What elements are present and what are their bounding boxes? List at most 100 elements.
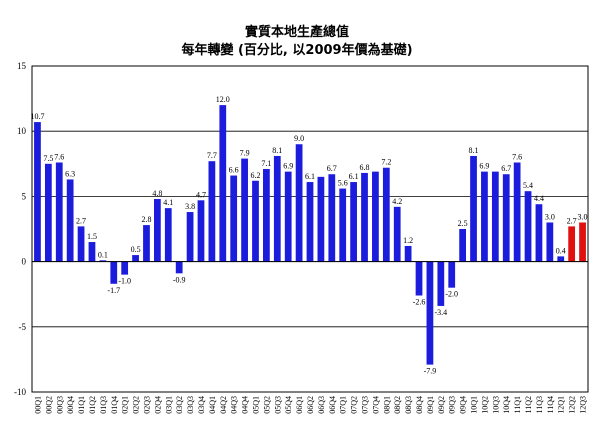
data-label-08Q4: -2.6 <box>413 298 426 307</box>
bar-04Q1 <box>208 161 216 262</box>
bar-02Q2 <box>132 255 139 262</box>
data-label-05Q2: 7.1 <box>261 159 271 168</box>
bar-04Q2 <box>219 105 227 262</box>
bar-02Q3 <box>143 225 150 262</box>
bar-07Q3 <box>361 172 368 262</box>
data-label-00Q4: 6.3 <box>65 169 75 178</box>
data-label-05Q1: 6.2 <box>250 171 260 180</box>
data-label-09Q4: 2.5 <box>458 219 468 228</box>
bar-02Q4 <box>153 199 161 262</box>
bar-09Q4 <box>459 229 467 262</box>
bar-03Q4 <box>197 200 205 262</box>
bar-04Q4 <box>241 158 248 262</box>
data-label-08Q2: 4.2 <box>392 197 402 206</box>
y-tick-label: 15 <box>17 61 27 71</box>
data-label-01Q2: 1.5 <box>87 232 97 241</box>
x-category-label: 00Q2 <box>44 396 53 414</box>
x-category-label: 00Q4 <box>66 396 75 414</box>
bar-01Q4 <box>110 261 118 284</box>
bar-10Q1 <box>470 155 477 262</box>
data-label-06Q2: 6.1 <box>305 172 315 181</box>
bar-11Q3 <box>535 204 543 262</box>
x-category-label: 08Q1 <box>382 396 391 414</box>
x-category-label: 07Q3 <box>361 396 370 414</box>
bar-09Q2 <box>437 261 445 306</box>
x-category-label: 05Q4 <box>284 396 293 414</box>
x-category-label: 10Q1 <box>470 396 479 414</box>
x-category-label: 03Q1 <box>164 396 173 414</box>
data-label-07Q2: 6.1 <box>349 172 359 181</box>
bar-11Q2 <box>524 191 532 262</box>
x-category-label: 02Q2 <box>132 396 141 414</box>
y-tick-label: 10 <box>17 126 27 136</box>
data-label-05Q3: 8.1 <box>272 146 282 155</box>
bar-08Q3 <box>404 245 412 262</box>
data-label-09Q1: -7.9 <box>424 367 437 376</box>
x-category-label: 06Q4 <box>328 396 337 414</box>
x-category-label: 08Q2 <box>393 396 402 414</box>
bar-02Q1 <box>121 261 129 275</box>
bar-07Q4 <box>372 171 379 262</box>
x-category-label: 08Q4 <box>415 396 424 414</box>
data-label-04Q1: 7.7 <box>207 151 217 160</box>
bar-06Q3 <box>317 176 325 262</box>
bar-08Q2 <box>393 206 401 262</box>
bar-05Q3 <box>273 155 281 262</box>
bar-04Q3 <box>230 175 238 262</box>
x-category-label: 05Q3 <box>273 396 282 414</box>
data-label-04Q2: 12.0 <box>216 95 230 104</box>
x-category-label: 06Q2 <box>306 396 315 414</box>
data-label-10Q1: 8.1 <box>469 146 479 155</box>
y-tick-label: -5 <box>19 322 27 332</box>
data-label-11Q3: 4.4 <box>534 194 544 203</box>
bar-12Q3 <box>579 222 586 262</box>
data-label-03Q1: 4.1 <box>163 198 173 207</box>
data-label-00Q1: 10.7 <box>30 112 44 121</box>
x-category-label: 07Q1 <box>339 396 348 414</box>
x-category-label: 03Q4 <box>197 396 206 414</box>
x-category-label: 01Q2 <box>88 396 97 414</box>
data-label-06Q1: 9.0 <box>294 134 304 143</box>
bar-05Q4 <box>284 171 292 262</box>
bar-00Q4 <box>66 179 74 262</box>
data-label-12Q3: 3.0 <box>578 212 588 221</box>
bar-08Q1 <box>382 167 390 262</box>
x-category-label: 01Q4 <box>110 396 119 414</box>
data-label-08Q1: 7.2 <box>381 158 391 167</box>
data-label-08Q3: 1.2 <box>403 236 413 245</box>
bar-06Q1 <box>295 144 303 262</box>
x-category-label: 00Q3 <box>55 396 64 414</box>
x-axis-categories: 00Q1 00Q2 00Q3 00Q4 01Q1 01Q2 01Q3 01Q4 02Q1 02Q2… <box>33 396 587 414</box>
chart-title: 實質本地生產總值 <box>245 24 349 40</box>
bar-08Q4 <box>415 261 423 296</box>
data-label-05Q4: 6.9 <box>283 162 293 171</box>
data-label-04Q4: 7.9 <box>240 149 250 158</box>
bar-03Q1 <box>164 208 172 262</box>
x-category-label: 09Q4 <box>459 396 468 414</box>
bar-07Q2 <box>350 182 357 262</box>
x-category-label: 09Q3 <box>448 396 457 414</box>
bars <box>34 105 586 365</box>
x-category-label: 04Q2 <box>219 396 228 414</box>
bar-00Q2 <box>44 163 52 262</box>
y-tick-label: -10 <box>14 387 26 397</box>
x-category-label: 06Q3 <box>317 396 326 414</box>
x-category-label: 10Q3 <box>491 396 500 414</box>
x-category-label: 06Q1 <box>295 396 304 414</box>
data-label-04Q3: 6.6 <box>229 166 239 175</box>
data-label-07Q1: 5.6 <box>338 179 348 188</box>
bar-05Q2 <box>263 169 270 262</box>
data-label-07Q3: 6.8 <box>360 163 370 172</box>
bar-10Q3 <box>491 171 499 262</box>
x-category-label: 05Q1 <box>251 396 260 414</box>
x-category-label: 10Q2 <box>480 396 489 414</box>
x-category-label: 11Q1 <box>513 396 522 413</box>
x-category-label: 09Q2 <box>437 396 446 414</box>
data-label-06Q4: 6.7 <box>327 164 337 173</box>
data-label-02Q2: 0.5 <box>131 245 141 254</box>
data-label-11Q2: 5.4 <box>523 181 533 190</box>
bar-01Q1 <box>77 226 85 262</box>
data-label-11Q4: 3.0 <box>545 212 555 221</box>
x-category-label: 05Q2 <box>262 396 271 414</box>
bar-03Q3 <box>186 212 194 262</box>
